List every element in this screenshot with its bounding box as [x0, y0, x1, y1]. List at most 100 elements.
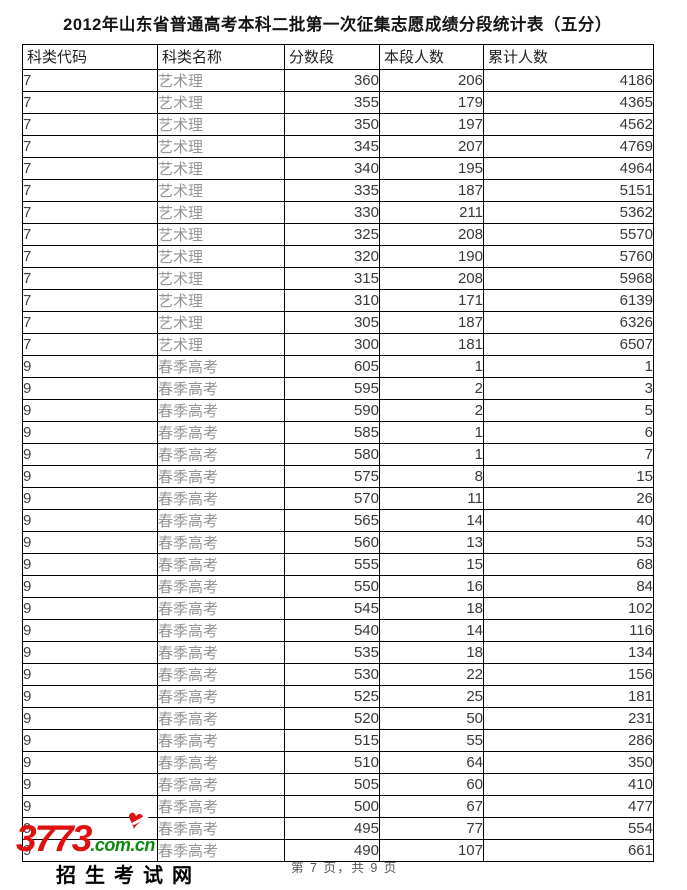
cell-score-segment: 545 [284, 596, 380, 620]
table-header-row: 科类代码 科类名称 分数段 本段人数 累计人数 [22, 44, 654, 70]
cell-category-code: 7 [22, 222, 158, 246]
cell-category-code: 9 [22, 354, 158, 378]
cell-cumulative-count: 4769 [483, 134, 654, 158]
cell-category-code: 9 [22, 838, 158, 862]
cell-segment-count: 13 [379, 530, 484, 554]
cell-cumulative-count: 7 [483, 442, 654, 466]
cell-segment-count: 8 [379, 464, 484, 488]
cell-category-name: 艺术理 [157, 332, 285, 356]
cell-category-code: 9 [22, 618, 158, 642]
table-row: 9 春季高考 570 11 26 [22, 486, 654, 510]
cell-segment-count: 197 [379, 112, 484, 136]
table-row: 9 春季高考 540 14 116 [22, 618, 654, 642]
cell-category-code: 9 [22, 442, 158, 466]
cell-segment-count: 55 [379, 728, 484, 752]
cell-cumulative-count: 15 [483, 464, 654, 488]
table-row: 7 艺术理 355 179 4365 [22, 90, 654, 114]
cell-score-segment: 535 [284, 640, 380, 664]
cell-cumulative-count: 6507 [483, 332, 654, 356]
table-row: 9 春季高考 510 64 350 [22, 750, 654, 774]
cell-segment-count: 50 [379, 706, 484, 730]
cell-segment-count: 22 [379, 662, 484, 686]
header-score-segment: 分数段 [284, 44, 380, 70]
table-row: 9 春季高考 595 2 3 [22, 376, 654, 400]
cell-category-name: 春季高考 [157, 706, 285, 730]
cell-segment-count: 171 [379, 288, 484, 312]
cell-category-name: 春季高考 [157, 398, 285, 422]
cell-category-name: 春季高考 [157, 508, 285, 532]
table-row: 7 艺术理 345 207 4769 [22, 134, 654, 158]
table-row: 7 艺术理 360 206 4186 [22, 68, 654, 92]
table-row: 9 春季高考 530 22 156 [22, 662, 654, 686]
cell-category-name: 春季高考 [157, 552, 285, 576]
cell-cumulative-count: 1 [483, 354, 654, 378]
cell-category-name: 艺术理 [157, 288, 285, 312]
cell-category-code: 9 [22, 750, 158, 774]
cell-category-code: 9 [22, 420, 158, 444]
cell-category-name: 春季高考 [157, 794, 285, 818]
cell-cumulative-count: 116 [483, 618, 654, 642]
cell-score-segment: 320 [284, 244, 380, 268]
cell-score-segment: 590 [284, 398, 380, 422]
cell-score-segment: 355 [284, 90, 380, 114]
cell-segment-count: 15 [379, 552, 484, 576]
cell-cumulative-count: 477 [483, 794, 654, 818]
cell-cumulative-count: 5362 [483, 200, 654, 224]
cell-category-code: 7 [22, 288, 158, 312]
cell-category-name: 艺术理 [157, 222, 285, 246]
cell-segment-count: 208 [379, 266, 484, 290]
page-title: 2012年山东省普通高考本科二批第一次征集志愿成绩分段统计表（五分） [63, 16, 612, 34]
cell-score-segment: 565 [284, 508, 380, 532]
cell-cumulative-count: 3 [483, 376, 654, 400]
cell-segment-count: 208 [379, 222, 484, 246]
table-row: 9 春季高考 490 107 661 [22, 838, 654, 862]
cell-score-segment: 580 [284, 442, 380, 466]
cell-segment-count: 1 [379, 354, 484, 378]
cell-segment-count: 190 [379, 244, 484, 268]
cell-score-segment: 310 [284, 288, 380, 312]
cell-segment-count: 1 [379, 420, 484, 444]
cell-cumulative-count: 40 [483, 508, 654, 532]
cell-segment-count: 187 [379, 310, 484, 334]
table-row: 7 艺术理 305 187 6326 [22, 310, 654, 334]
cell-cumulative-count: 5 [483, 398, 654, 422]
cell-category-name: 春季高考 [157, 684, 285, 708]
cell-category-name: 艺术理 [157, 134, 285, 158]
cell-segment-count: 18 [379, 596, 484, 620]
cell-cumulative-count: 554 [483, 816, 654, 840]
cell-category-name: 艺术理 [157, 310, 285, 334]
table-row: 9 春季高考 500 67 477 [22, 794, 654, 818]
cell-cumulative-count: 661 [483, 838, 654, 862]
cell-category-name: 艺术理 [157, 200, 285, 224]
cell-cumulative-count: 231 [483, 706, 654, 730]
logo-domain-text: .com.cn [90, 835, 155, 855]
cell-cumulative-count: 5151 [483, 178, 654, 202]
cell-category-code: 9 [22, 684, 158, 708]
cell-score-segment: 550 [284, 574, 380, 598]
cell-category-name: 艺术理 [157, 68, 285, 92]
header-segment-count: 本段人数 [379, 44, 484, 70]
cell-category-code: 7 [22, 178, 158, 202]
cell-category-code: 9 [22, 486, 158, 510]
cell-score-segment: 520 [284, 706, 380, 730]
cell-segment-count: 179 [379, 90, 484, 114]
table-row: 9 春季高考 505 60 410 [22, 772, 654, 796]
cell-score-segment: 585 [284, 420, 380, 444]
cell-category-code: 9 [22, 464, 158, 488]
table-row: 9 春季高考 525 25 181 [22, 684, 654, 708]
cell-score-segment: 570 [284, 486, 380, 510]
cell-category-code: 9 [22, 728, 158, 752]
cell-category-code: 9 [22, 574, 158, 598]
cell-category-code: 7 [22, 156, 158, 180]
table-row: 9 春季高考 495 77 554 [22, 816, 654, 840]
cell-segment-count: 211 [379, 200, 484, 224]
cell-category-name: 春季高考 [157, 618, 285, 642]
cell-category-code: 7 [22, 134, 158, 158]
cell-cumulative-count: 4365 [483, 90, 654, 114]
cell-cumulative-count: 84 [483, 574, 654, 598]
cell-score-segment: 555 [284, 552, 380, 576]
cell-cumulative-count: 410 [483, 772, 654, 796]
cell-segment-count: 195 [379, 156, 484, 180]
cell-category-code: 7 [22, 266, 158, 290]
score-distribution-table: 科类代码 科类名称 分数段 本段人数 累计人数 7 艺术理 360 206 4186 7 艺… [22, 44, 654, 862]
